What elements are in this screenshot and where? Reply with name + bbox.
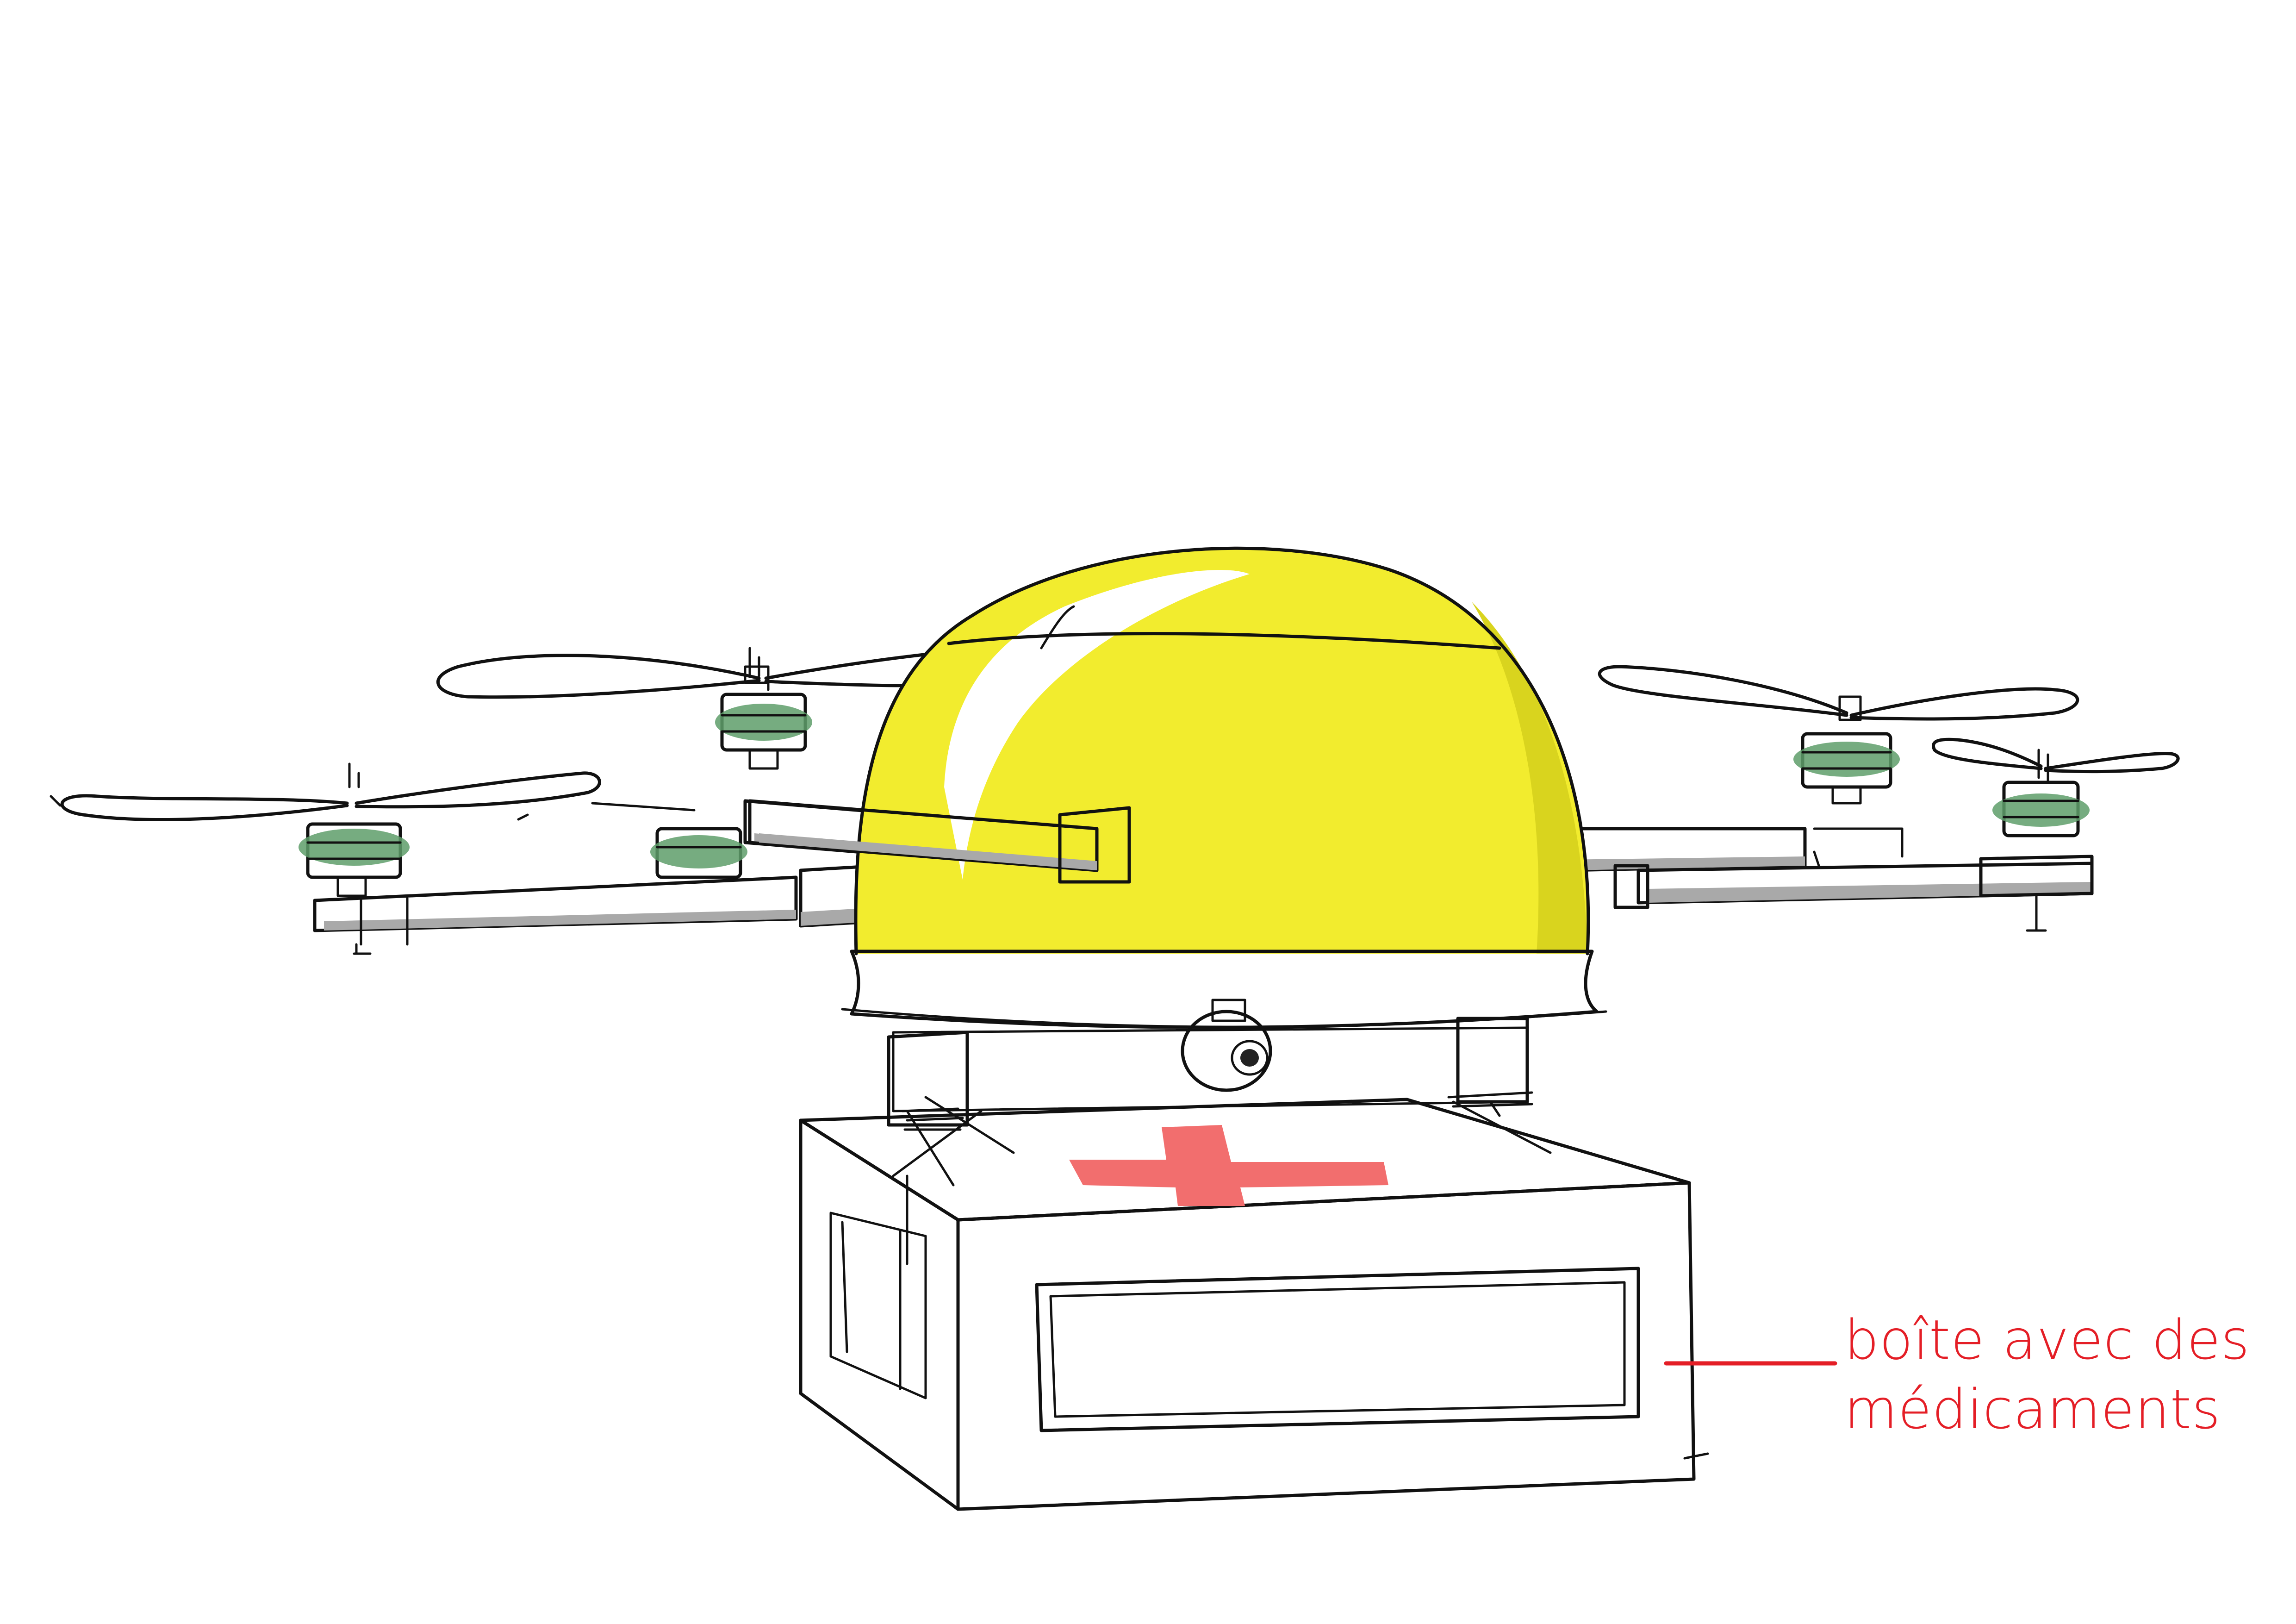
dome-skirt: [841, 949, 1607, 1029]
dome: [854, 546, 1590, 956]
propeller-rear-right: [1598, 665, 2079, 721]
annotation: boîte avec des médicaments: [1664, 1308, 2250, 1441]
medicine-box: [799, 1098, 1709, 1511]
annotation-line-1: boîte avec des: [1844, 1308, 2250, 1372]
motor-rear-right: [1793, 732, 1900, 805]
motor-rear-left: [715, 693, 812, 770]
propeller-front-right: [1932, 737, 2180, 784]
propeller-front-left: [50, 762, 696, 821]
annotation-line-2: médicaments: [1844, 1377, 2221, 1441]
motor-front-right: [1992, 781, 2090, 837]
arm-front-center-left: [748, 799, 1131, 884]
motor-front-left: [299, 822, 410, 897]
legs-center-block: [892, 1026, 1529, 1112]
motor-mid-left: [650, 827, 747, 879]
camera-icon: [1181, 999, 1272, 1092]
arm-right-rear: [1613, 827, 2094, 932]
leg-right: [1447, 1017, 1533, 1108]
box-straps: [892, 1096, 1552, 1265]
red-cross-icon: [1069, 1125, 1388, 1206]
arm-left-front: [313, 875, 798, 955]
